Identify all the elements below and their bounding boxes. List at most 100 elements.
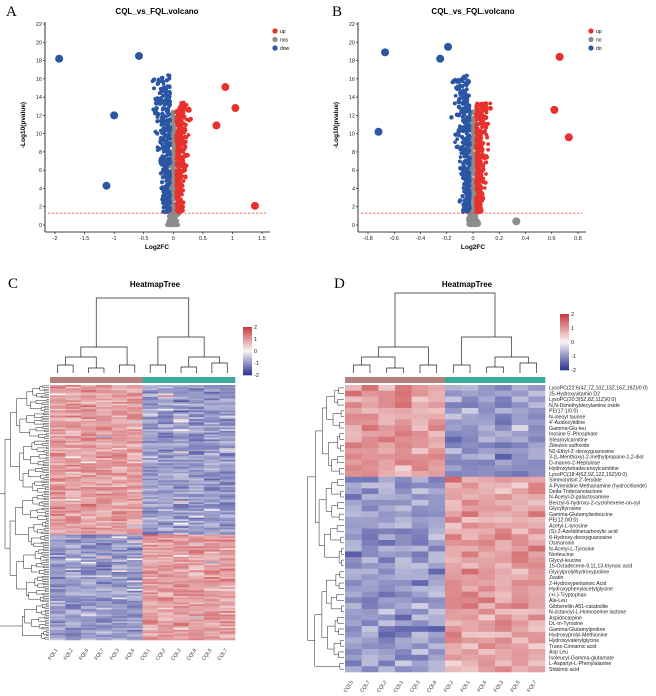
heatmap-cell (173, 534, 190, 537)
heatmap-cell (204, 539, 220, 542)
row-dendrogram-branch (42, 494, 49, 497)
heatmap-cell (142, 624, 159, 627)
heatmap-cell (80, 427, 97, 430)
heatmap-cell (65, 527, 82, 530)
x-tick-label: 1.5 (258, 236, 266, 242)
heatmap-cell (50, 473, 66, 476)
heatmap-cell (157, 504, 174, 506)
heatmap-cell (528, 494, 546, 501)
heatmap-cell (361, 603, 379, 610)
heatmap-cell (80, 395, 97, 398)
heatmap-cell (219, 390, 236, 393)
heatmap-cell (395, 631, 412, 638)
row-dendrogram-branch (40, 597, 44, 602)
heatmap-cell (142, 522, 159, 525)
heatmap-cell (219, 555, 236, 557)
heatmap-cell (127, 424, 143, 427)
heatmap-cell (204, 546, 220, 549)
heatmap-cell (80, 512, 97, 515)
color-scale-segment (560, 336, 569, 339)
heatmap-cell (142, 422, 159, 425)
heatmap-cell (157, 570, 174, 573)
row-dendrogram-branch (338, 387, 344, 394)
heatmap-cell (111, 485, 128, 488)
column-label: CQL2 (155, 648, 168, 662)
heatmap-cell (219, 468, 236, 471)
heatmap-cell (345, 511, 362, 518)
heatmap-cell (127, 578, 143, 581)
heatmap-cell (127, 573, 143, 576)
heatmap-cell (80, 473, 97, 476)
data-point-down (461, 91, 466, 96)
heatmap-cell (188, 456, 205, 459)
heatmap-cell (219, 412, 236, 415)
heatmap-cell (50, 420, 66, 423)
heatmap-cell (495, 649, 512, 656)
row-dendrogram-branch (28, 469, 41, 478)
heatmap-cell (50, 493, 66, 496)
heatmap-cell (80, 447, 97, 450)
data-point-up (479, 141, 483, 146)
heatmap-cell (478, 436, 496, 443)
heatmap-cell (50, 595, 66, 598)
heatmap-cell (80, 517, 97, 520)
heatmap-cell (361, 631, 379, 638)
heatmap-cell (173, 425, 190, 428)
data-point-up (486, 121, 490, 126)
color-scale-segment (560, 354, 569, 357)
heatmap-cell (157, 555, 174, 557)
heatmap-cell (219, 560, 236, 563)
heatmap-cell (511, 626, 529, 633)
row-dendrogram-branch (45, 457, 49, 460)
data-point-down (166, 113, 171, 118)
heatmap-cell (445, 385, 462, 392)
heatmap-cell (173, 512, 190, 515)
heatmap-cell (65, 490, 82, 493)
data-point-no (471, 221, 476, 227)
heatmap-cell (445, 557, 462, 564)
heatmap-cell (411, 517, 429, 524)
heatmap-cell (65, 611, 82, 614)
heatmap-cell (65, 623, 82, 625)
heatmap-cell (127, 538, 143, 540)
color-scale-label: 0 (254, 349, 257, 355)
heatmap-cell (50, 583, 66, 586)
data-point-up (483, 101, 488, 107)
heatmap-cell (204, 444, 220, 447)
heatmap-cell (173, 500, 190, 503)
heatmap-cell (142, 417, 159, 420)
heatmap-cell (511, 603, 529, 610)
row-dendrogram-branch (36, 605, 43, 614)
heatmap-cell (127, 515, 143, 518)
heatmap-cell (142, 616, 159, 619)
column-label: CQL3 (170, 648, 183, 662)
data-point-up (479, 190, 484, 195)
heatmap-cell (96, 604, 112, 607)
data-point-down (462, 113, 467, 117)
heatmap-cell (173, 524, 190, 527)
color-scale-segment (243, 328, 252, 330)
heatmap-cell (157, 495, 174, 498)
data-point-up (480, 194, 485, 199)
heatmap-cell (411, 465, 429, 472)
heatmap-cell (65, 509, 82, 512)
heatmap-cell (142, 570, 159, 573)
heatmap-cell (142, 400, 159, 403)
heatmap-cell (142, 521, 159, 523)
heatmap-cell (345, 499, 362, 506)
row-label: Gibberellin A51-catabolite (549, 604, 608, 610)
heatmap-cell (127, 390, 143, 393)
y-tick-label: 8 (352, 150, 355, 156)
heatmap-cell (188, 403, 205, 406)
heatmap-cell (395, 407, 412, 414)
heatmap-cell (50, 446, 66, 449)
data-point-up (221, 83, 230, 92)
heatmap-cell (511, 637, 529, 644)
heatmap-cell (495, 482, 512, 489)
color-scale-segment (243, 348, 252, 351)
data-point-up (475, 101, 479, 106)
heatmap-cell (50, 529, 66, 532)
y-tick-label: 10 (349, 132, 355, 138)
heatmap-cell (157, 463, 174, 466)
heatmap-cell (461, 585, 479, 592)
